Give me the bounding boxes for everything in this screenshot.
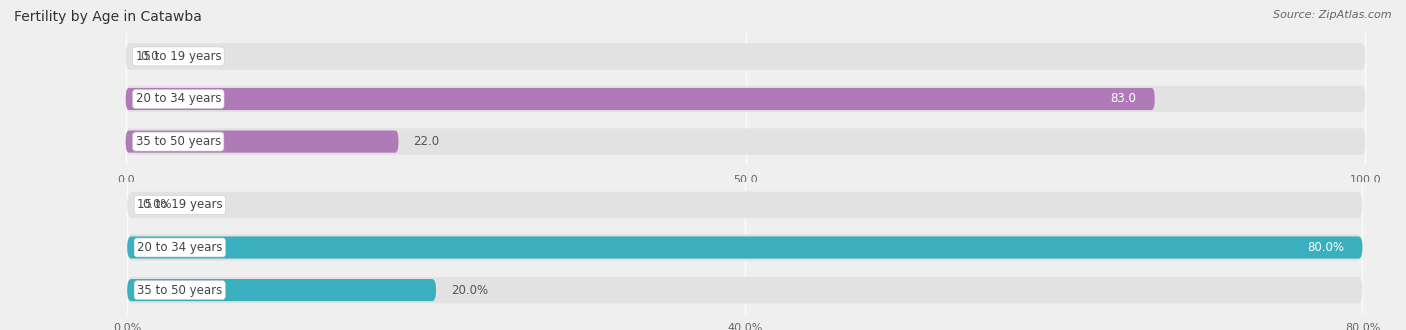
Text: 22.0: 22.0 [413,135,440,148]
Text: 15 to 19 years: 15 to 19 years [135,50,221,63]
Text: 20 to 34 years: 20 to 34 years [135,92,221,106]
Text: 35 to 50 years: 35 to 50 years [135,135,221,148]
FancyBboxPatch shape [125,43,1365,70]
Text: 15 to 19 years: 15 to 19 years [138,198,222,212]
Text: 83.0: 83.0 [1111,92,1136,106]
FancyBboxPatch shape [127,192,1362,218]
FancyBboxPatch shape [125,130,398,153]
FancyBboxPatch shape [125,128,1365,155]
Text: Source: ZipAtlas.com: Source: ZipAtlas.com [1274,10,1392,20]
FancyBboxPatch shape [127,279,436,301]
FancyBboxPatch shape [127,234,1362,261]
FancyBboxPatch shape [127,236,1362,259]
FancyBboxPatch shape [125,88,1154,110]
Text: Fertility by Age in Catawba: Fertility by Age in Catawba [14,10,202,24]
Text: 0.0: 0.0 [141,50,159,63]
Text: 35 to 50 years: 35 to 50 years [138,283,222,297]
Text: 20 to 34 years: 20 to 34 years [138,241,222,254]
Text: 0.0%: 0.0% [142,198,172,212]
FancyBboxPatch shape [125,86,1365,112]
FancyBboxPatch shape [127,277,1362,303]
Text: 20.0%: 20.0% [451,283,488,297]
Text: 80.0%: 80.0% [1308,241,1344,254]
